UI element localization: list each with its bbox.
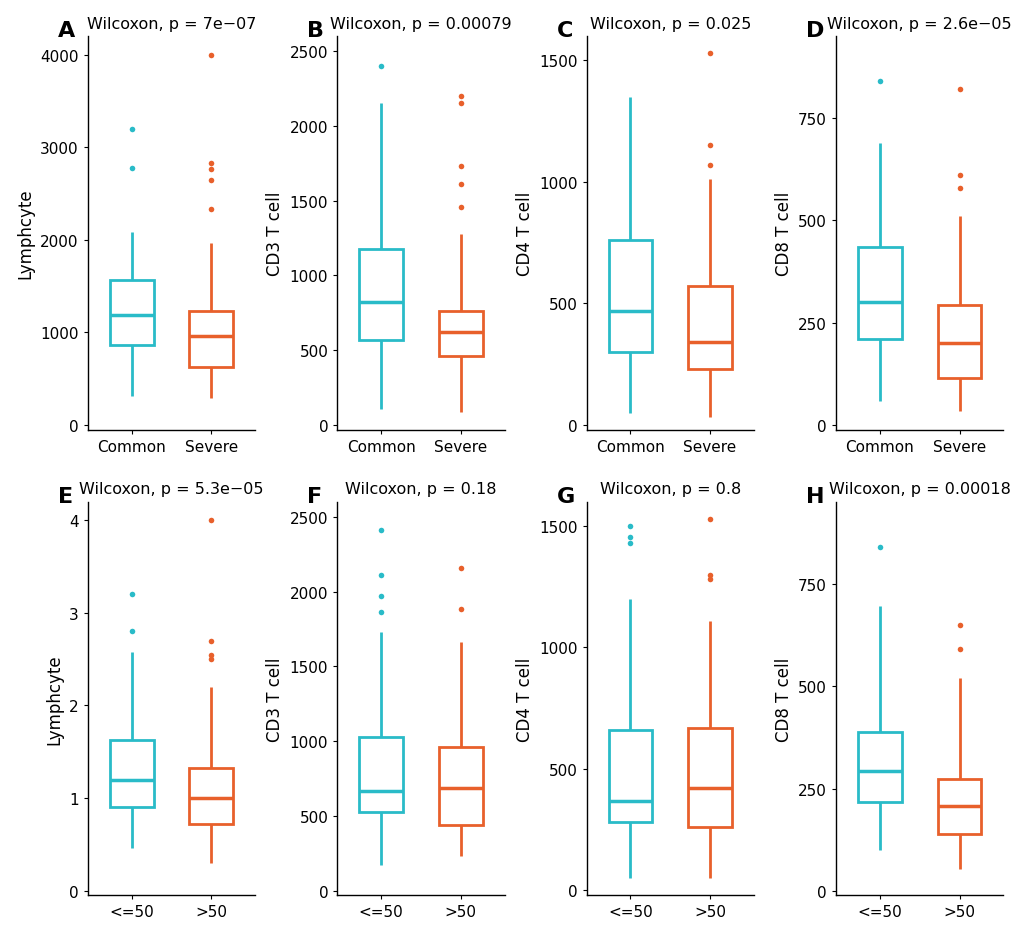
Text: E: E [58, 487, 72, 506]
Text: A: A [58, 22, 75, 41]
Title: Wilcoxon, p = 0.00079: Wilcoxon, p = 0.00079 [330, 17, 512, 32]
Bar [688, 728, 732, 827]
Y-axis label: Lymphcyte: Lymphcyte [46, 653, 63, 744]
Bar [110, 740, 154, 808]
Y-axis label: CD8 T cell: CD8 T cell [773, 192, 792, 275]
Y-axis label: CD4 T cell: CD4 T cell [516, 192, 533, 275]
Bar [190, 768, 233, 824]
Title: Wilcoxon, p = 5.3e−05: Wilcoxon, p = 5.3e−05 [79, 482, 264, 497]
Bar [857, 732, 901, 802]
Text: C: C [556, 22, 573, 41]
Y-axis label: CD8 T cell: CD8 T cell [773, 657, 792, 741]
Bar [936, 305, 980, 379]
Text: D: D [805, 22, 823, 41]
Y-axis label: CD3 T cell: CD3 T cell [266, 657, 284, 741]
Bar [438, 312, 482, 357]
Title: Wilcoxon, p = 0.18: Wilcoxon, p = 0.18 [344, 482, 496, 497]
Text: B: B [307, 22, 324, 41]
Bar [608, 241, 652, 353]
Title: Wilcoxon, p = 2.6e−05: Wilcoxon, p = 2.6e−05 [826, 17, 1011, 32]
Y-axis label: Lymphcyte: Lymphcyte [16, 188, 35, 279]
Title: Wilcoxon, p = 0.025: Wilcoxon, p = 0.025 [589, 17, 750, 32]
Bar [688, 287, 732, 370]
Y-axis label: CD4 T cell: CD4 T cell [516, 657, 533, 741]
Bar [359, 250, 403, 341]
Title: Wilcoxon, p = 7e−07: Wilcoxon, p = 7e−07 [87, 17, 256, 32]
Bar [608, 730, 652, 823]
Title: Wilcoxon, p = 0.8: Wilcoxon, p = 0.8 [599, 482, 740, 497]
Bar [110, 281, 154, 346]
Bar [190, 312, 233, 367]
Bar [438, 747, 482, 826]
Text: G: G [556, 487, 575, 506]
Title: Wilcoxon, p = 0.00018: Wilcoxon, p = 0.00018 [828, 482, 1010, 497]
Bar [936, 780, 980, 834]
Bar [857, 248, 901, 340]
Text: H: H [805, 487, 823, 506]
Y-axis label: CD3 T cell: CD3 T cell [266, 191, 284, 276]
Bar [359, 737, 403, 812]
Text: F: F [307, 487, 322, 506]
